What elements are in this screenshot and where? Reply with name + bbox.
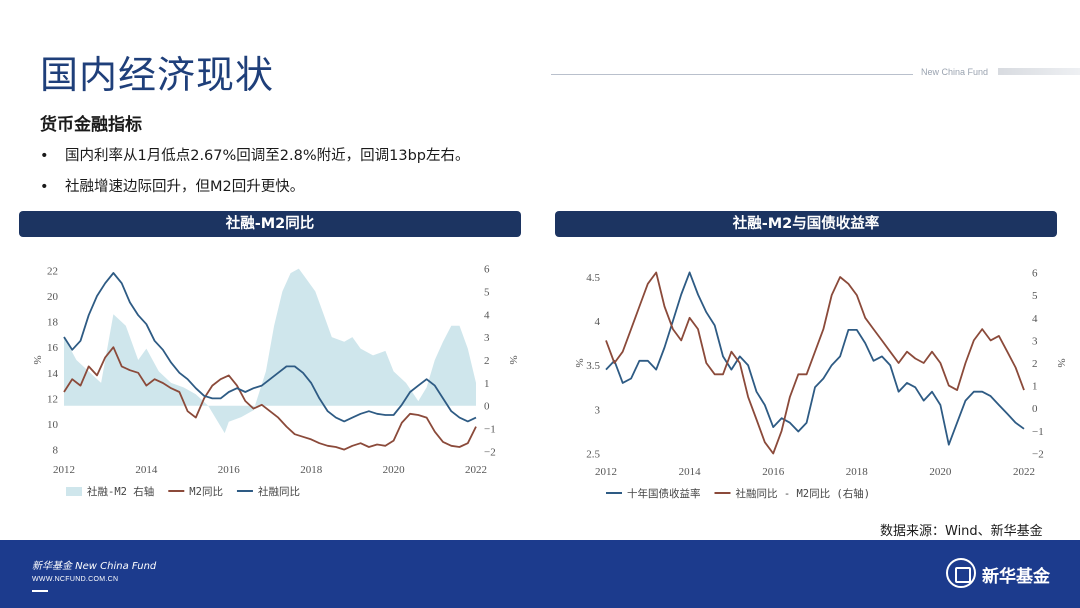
chart2-y-tick: 3.5 [586,360,600,372]
chart2-y2-tick: 3 [1032,335,1038,347]
chart1-legend-swatch [66,487,82,496]
chart1-x-tick: 2020 [383,464,406,476]
chart2-title-bar: 社融-M2与国债收益率 [555,211,1057,237]
chart2-x-tick: 2016 [762,466,785,478]
chart1-x-tick: 2012 [53,464,75,476]
chart1-legend-label: 社融同比 [258,485,300,498]
chart2-y-tick: 3 [595,404,601,416]
chart2-legend-label: 十年国债收益率 [627,487,701,500]
chart1-y-tick: 12 [47,393,58,405]
chart2-y-tick: 4.5 [586,272,600,284]
bullet-list: 国内利率从1月低点2.67%回调至2.8%附近，回调13bp左右。 社融增速边际… [40,145,469,207]
chart2-y2-tick: 2 [1032,358,1038,370]
header-accent-bar [998,68,1080,75]
chart2-x-tick: 2018 [846,466,869,478]
footer-company-name: 新华基金 [982,567,1050,587]
chart1-x-tick: 2016 [218,464,241,476]
chart1-legend-label: M2同比 [189,485,223,498]
chart1-series-area [64,268,476,434]
chart1-y-tick: 8 [53,445,59,457]
chart1-legend-label: 社融-M2 右轴 [87,485,154,498]
chart2-series-line-1 [605,271,1025,455]
chart1-series-line-1 [63,346,477,451]
chart2-series-line-0 [605,271,1025,446]
chart2-legend-label: 社融同比 - M2同比 (右轴) [736,487,871,500]
chart2-x-tick: 2014 [679,466,702,478]
chart1-y-tick: 14 [47,368,59,380]
company-logo-icon [946,558,976,588]
header-divider [551,74,913,75]
data-source: 数据来源：Wind、新华基金 [880,524,1043,539]
footer-url: WWW.NCFUND.COM.CN [32,576,119,583]
footer-dash [32,590,48,592]
header-brand-text: New China Fund [921,67,989,77]
chart2-svg: 2012 2014 2016 2018 2020 2022 2.5 3 3.5 4 4.5 −2 −1 0… [573,268,1067,500]
chart2-y2-tick: 1 [1032,381,1038,393]
section-subtitle: 货币金融指标 [40,115,142,135]
chart1-y2-tick: −1 [484,424,496,436]
chart2-y2-tick: 6 [1032,268,1038,280]
chart1-x-tick: 2014 [135,464,158,476]
chart1-y2-tick: 6 [484,264,490,276]
chart2-y2-tick: −1 [1032,426,1044,438]
chart1-y2-tick: 1 [484,378,490,390]
chart1-y-tick: 18 [47,317,59,329]
page-title: 国内经济现状 [40,53,275,97]
chart1-y-tick: 16 [47,342,59,354]
chart1-x-tick: 2018 [300,464,323,476]
chart2-ylabel: % [573,358,585,367]
chart1-svg: 2012 2014 2016 2018 2020 2022810121416182022−… [31,264,519,498]
chart1-y2-tick: 0 [484,401,490,413]
chart1-series-line-2 [63,272,477,423]
chart2-y2-tick: 0 [1032,403,1038,415]
bullet-item: 社融增速边际回升，但M2回升更快。 [40,176,469,207]
chart1-y2label: % [507,355,519,364]
chart1-y2-tick: −2 [484,446,496,458]
chart1-y-tick: 20 [47,291,59,303]
footer-brand: 新华基金 New China Fund [32,561,157,572]
chart2-y2-tick: 4 [1032,313,1038,325]
chart2-x-tick: 2020 [929,466,952,478]
chart1-title-bar: 社融-M2同比 [19,211,521,237]
bullet-item: 国内利率从1月低点2.67%回调至2.8%附近，回调13bp左右。 [40,145,469,176]
chart1-y-tick: 10 [47,419,59,431]
chart1-y-tick: 22 [47,265,58,277]
footer-band [0,540,1080,608]
chart1-y2-tick: 3 [484,332,490,344]
chart1-y2-tick: 4 [484,309,490,321]
chart1-x-tick: 2022 [465,464,487,476]
chart2-y2label: % [1055,358,1067,367]
chart2-y2-tick: 5 [1032,290,1038,302]
chart2-x-tick: 2022 [1013,466,1035,478]
chart1-ylabel: % [31,355,43,364]
chart2-y-tick: 4 [595,316,601,328]
chart2-y2-tick: −2 [1032,448,1044,460]
chart2-y-tick: 2.5 [586,449,600,461]
chart1-y2-tick: 5 [484,286,490,298]
chart1-y2-tick: 2 [484,355,490,367]
chart2-x-tick: 2012 [595,466,617,478]
